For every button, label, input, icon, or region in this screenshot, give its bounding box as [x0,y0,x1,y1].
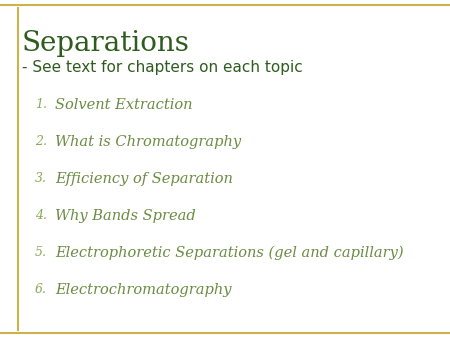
Text: What is Chromatography: What is Chromatography [55,135,241,149]
Text: 3.: 3. [35,172,47,185]
Text: Electrochromatography: Electrochromatography [55,283,231,297]
Text: Efficiency of Separation: Efficiency of Separation [55,172,233,186]
Text: Separations: Separations [22,30,190,57]
Text: 6.: 6. [35,283,47,296]
Text: Electrophoretic Separations (gel and capillary): Electrophoretic Separations (gel and cap… [55,246,404,260]
Text: 5.: 5. [35,246,47,259]
Text: Why Bands Spread: Why Bands Spread [55,209,196,223]
Text: - See text for chapters on each topic: - See text for chapters on each topic [22,60,303,75]
Text: 1.: 1. [35,98,47,111]
Text: Solvent Extraction: Solvent Extraction [55,98,193,112]
Text: 4.: 4. [35,209,47,222]
Text: 2.: 2. [35,135,47,148]
